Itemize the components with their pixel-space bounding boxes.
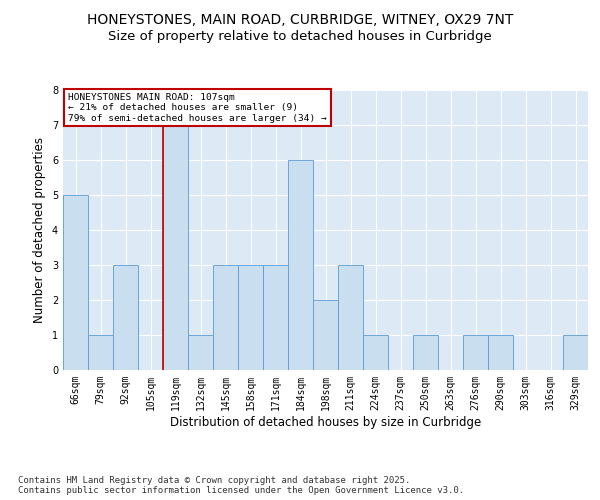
Text: Contains HM Land Registry data © Crown copyright and database right 2025.
Contai: Contains HM Land Registry data © Crown c… [18, 476, 464, 495]
Bar [488, 335, 513, 370]
Bar [238, 265, 263, 370]
Y-axis label: Number of detached properties: Number of detached properties [34, 137, 46, 323]
Text: Size of property relative to detached houses in Curbridge: Size of property relative to detached ho… [108, 30, 492, 43]
Bar [363, 335, 388, 370]
Text: HONEYSTONES, MAIN ROAD, CURBRIDGE, WITNEY, OX29 7NT: HONEYSTONES, MAIN ROAD, CURBRIDGE, WITNE… [87, 12, 513, 26]
Bar [313, 300, 338, 370]
Bar [113, 265, 138, 370]
Bar [563, 335, 588, 370]
Bar [63, 195, 88, 370]
Bar [263, 265, 288, 370]
Text: HONEYSTONES MAIN ROAD: 107sqm
← 21% of detached houses are smaller (9)
79% of se: HONEYSTONES MAIN ROAD: 107sqm ← 21% of d… [68, 93, 327, 122]
Bar [188, 335, 213, 370]
Bar [463, 335, 488, 370]
Bar [163, 125, 188, 370]
Bar [338, 265, 363, 370]
Bar [288, 160, 313, 370]
X-axis label: Distribution of detached houses by size in Curbridge: Distribution of detached houses by size … [170, 416, 481, 428]
Bar [413, 335, 438, 370]
Bar [213, 265, 238, 370]
Bar [88, 335, 113, 370]
